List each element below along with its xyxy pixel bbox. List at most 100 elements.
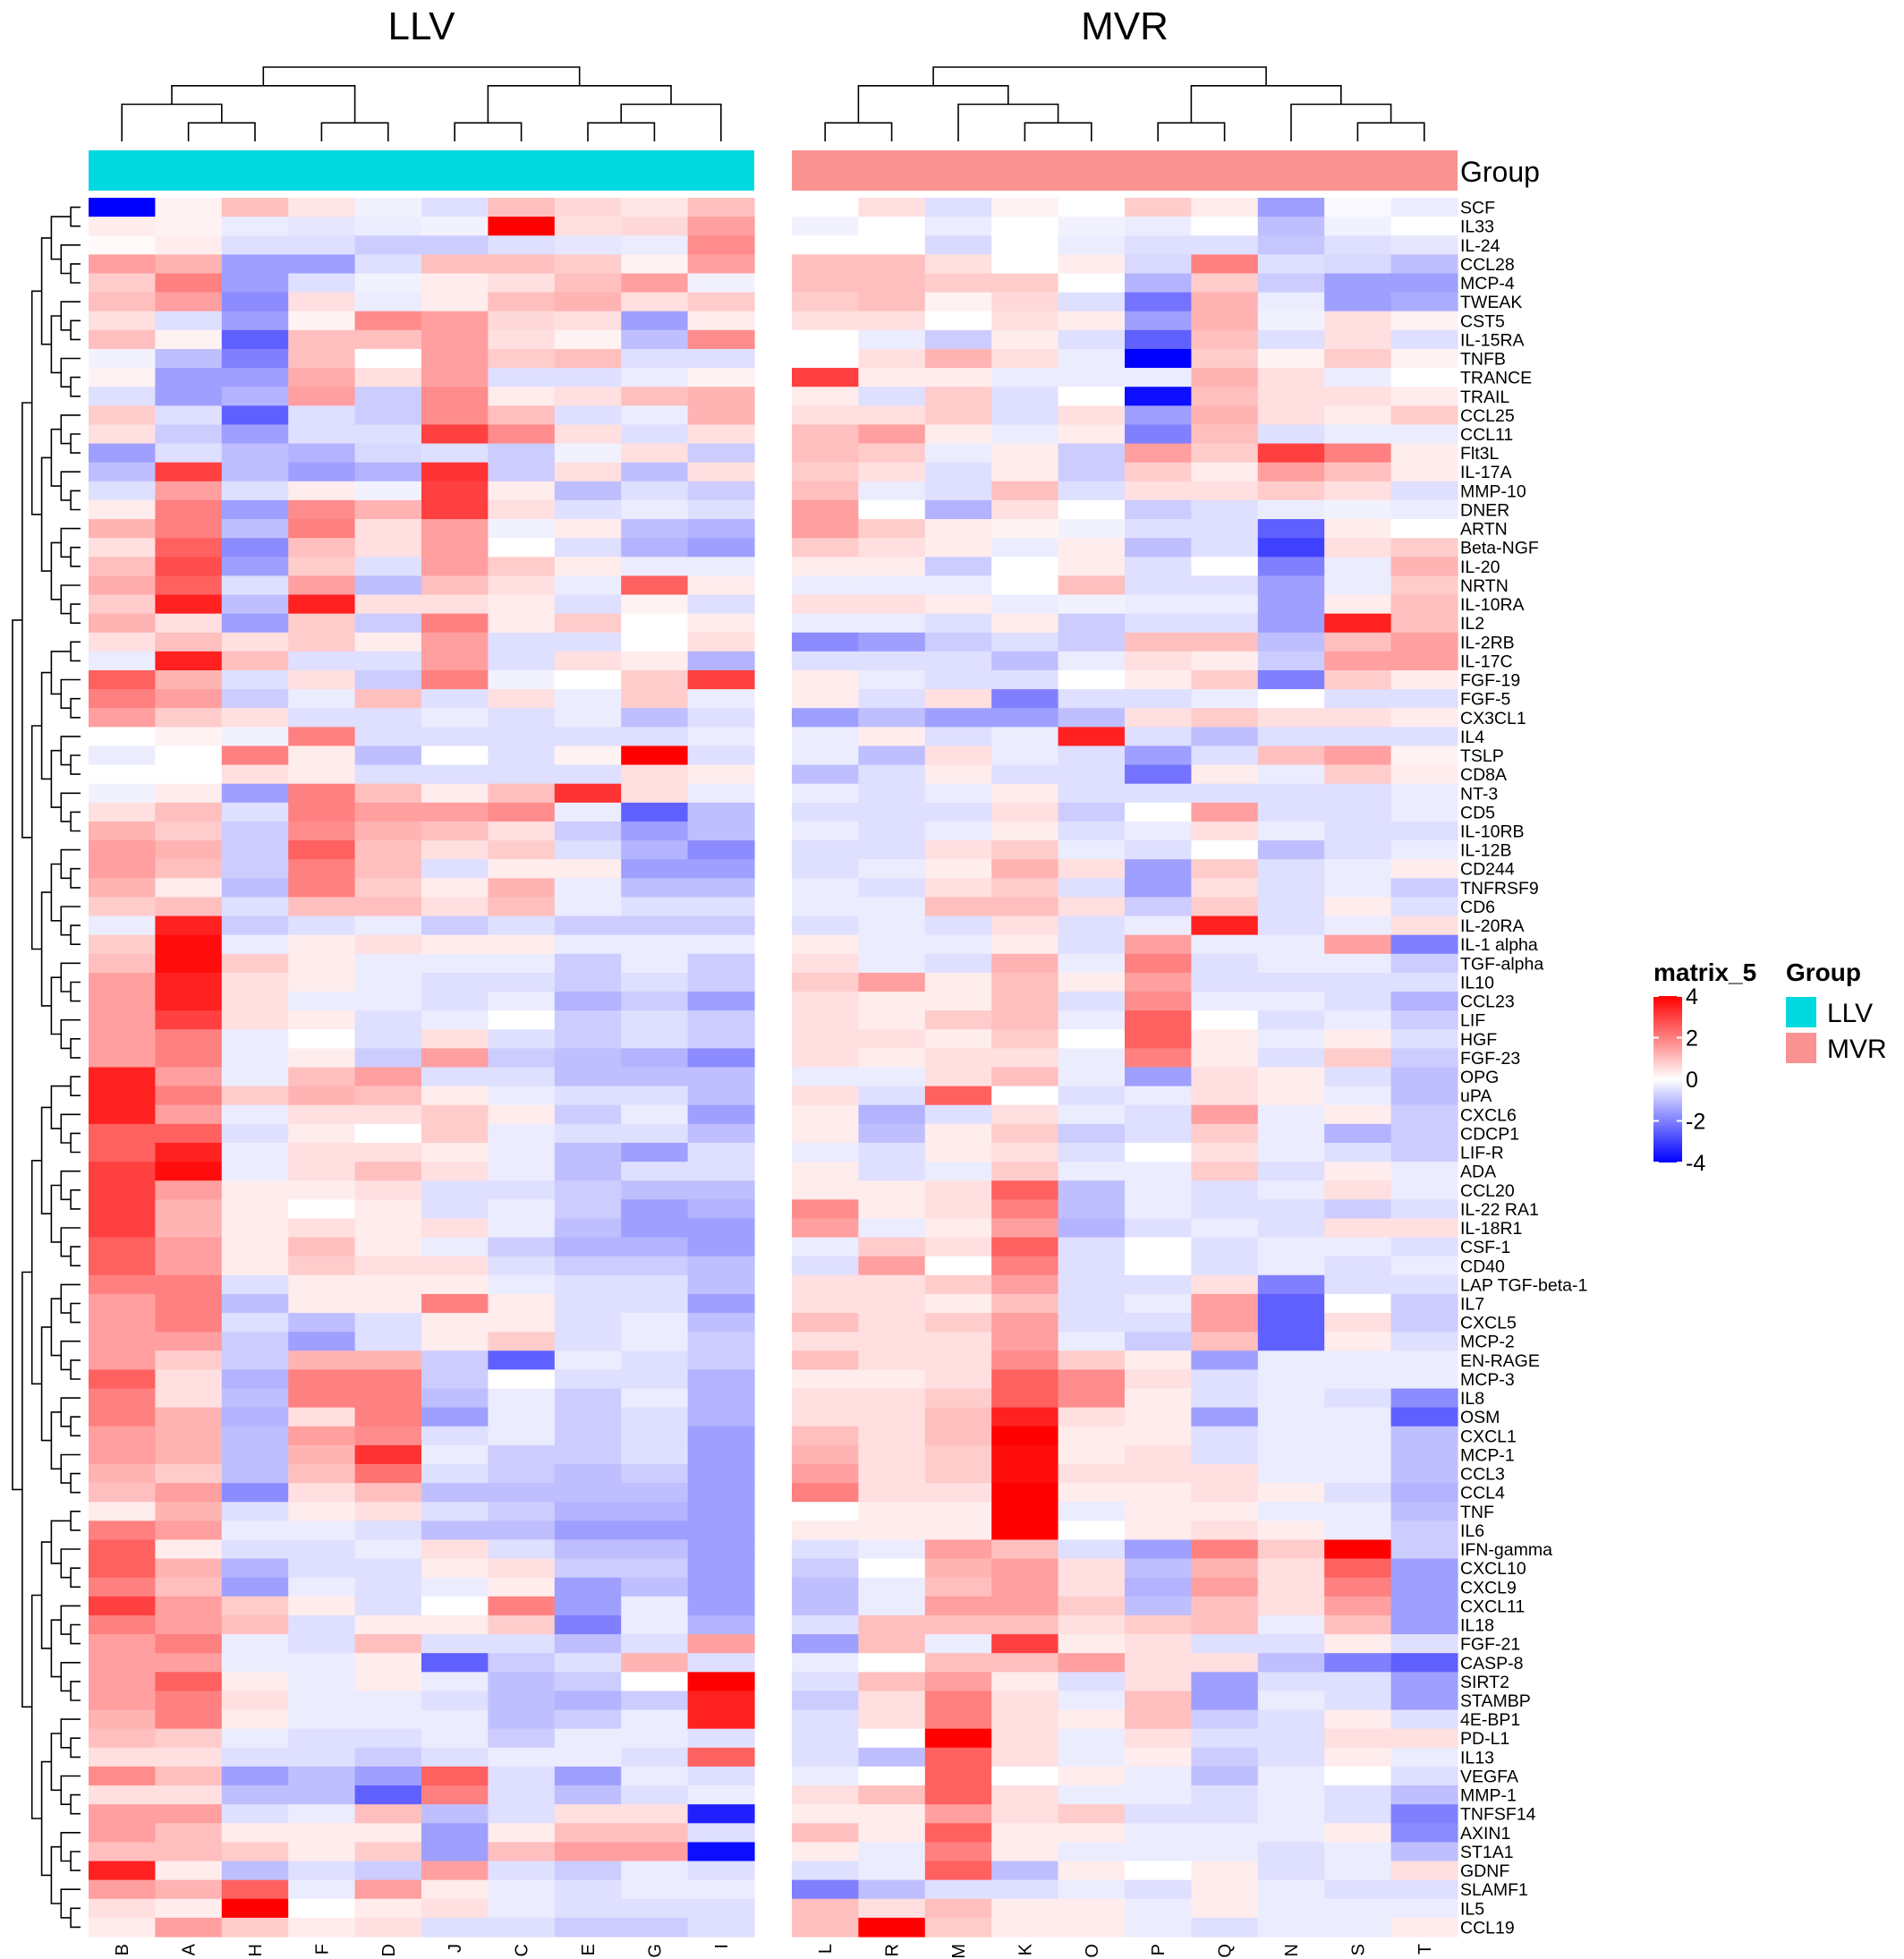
heatmap-cell <box>1058 1691 1126 1711</box>
heatmap-cell <box>924 1614 992 1635</box>
heatmap-cell <box>354 292 422 312</box>
heatmap-cell <box>621 1086 689 1106</box>
heatmap-cell <box>89 708 156 728</box>
heatmap-cell <box>554 443 622 464</box>
heatmap-cell <box>421 1029 489 1049</box>
heatmap-cell <box>554 1086 622 1106</box>
heatmap-cell <box>924 1728 992 1749</box>
heatmap-cell <box>991 1332 1059 1351</box>
heatmap-cell <box>155 1691 223 1711</box>
heatmap-cell <box>288 1313 356 1333</box>
heatmap-cell <box>1324 1804 1392 1824</box>
heatmap-cell <box>288 953 356 974</box>
heatmap-cell <box>288 538 356 558</box>
heatmap-cell <box>155 235 223 255</box>
heatmap-cell <box>1390 1520 1458 1541</box>
heatmap-cell <box>924 1464 992 1484</box>
heatmap-cell <box>687 594 755 615</box>
heatmap-cell <box>1257 1237 1325 1257</box>
row-label: MCP-2 <box>1460 1333 1515 1352</box>
heatmap-cell <box>89 878 156 899</box>
heatmap-cell <box>421 1313 489 1333</box>
row-dendrogram-branch <box>70 376 81 397</box>
heatmap-cell <box>89 1464 156 1484</box>
heatmap-cell <box>924 1823 992 1843</box>
column-label: J <box>446 1944 465 1953</box>
heatmap-cell <box>924 368 992 388</box>
heatmap-cell <box>1191 1142 1259 1163</box>
heatmap-cell <box>155 273 223 294</box>
heatmap-cell <box>858 1293 926 1314</box>
heatmap-cell <box>354 1804 422 1824</box>
heatmap-cell <box>421 387 489 406</box>
heatmap-cell <box>221 613 289 634</box>
heatmap-cell <box>1390 878 1458 899</box>
heatmap-cell <box>621 859 689 879</box>
heatmap-cell <box>792 1502 859 1521</box>
heatmap-cell <box>687 934 755 955</box>
row-dendrogram-branch <box>50 428 62 487</box>
heatmap-cell <box>1191 235 1259 255</box>
heatmap-cell <box>1191 1123 1259 1144</box>
heatmap-cell <box>421 1407 489 1427</box>
heatmap-cell <box>288 1842 356 1862</box>
heatmap-cell <box>792 1672 859 1692</box>
heatmap-cell <box>1058 1672 1126 1692</box>
heatmap-cell <box>1324 783 1392 804</box>
heatmap-cell <box>1257 519 1325 539</box>
heatmap-cell <box>155 594 223 615</box>
row-dendrogram-branch <box>70 697 81 719</box>
row-label: CCL20 <box>1460 1181 1515 1201</box>
heatmap-cell <box>1257 329 1325 350</box>
heatmap-cell <box>89 1444 156 1465</box>
heatmap-cell <box>1125 992 1192 1011</box>
heatmap-cell <box>687 1558 755 1579</box>
heatmap-cell <box>1390 198 1458 217</box>
group-title-llv: LLV <box>387 4 455 48</box>
column-dendrogram-branch <box>932 66 1267 86</box>
row-label: Flt3L <box>1460 444 1500 464</box>
column-dendrogram-branch <box>824 122 893 141</box>
heatmap-cell <box>1324 1483 1392 1503</box>
heatmap-cell <box>155 1010 223 1030</box>
heatmap-cell <box>858 1369 926 1390</box>
heatmap-cell <box>421 878 489 899</box>
heatmap-cell <box>1058 1653 1126 1673</box>
heatmap-cell <box>792 727 859 747</box>
heatmap-cell <box>354 1520 422 1541</box>
heatmap-cell <box>1324 499 1392 520</box>
heatmap-cell <box>991 499 1059 520</box>
heatmap-cell <box>488 443 556 464</box>
heatmap-cell <box>621 311 689 331</box>
heatmap-cell <box>792 669 859 690</box>
heatmap-cell <box>89 217 156 236</box>
heatmap-cell <box>421 1766 489 1786</box>
heatmap-cell <box>1324 1502 1392 1521</box>
heatmap-cell <box>1125 1142 1192 1163</box>
heatmap-cell <box>858 878 926 899</box>
row-label: FGF-23 <box>1460 1049 1520 1069</box>
heatmap-cell <box>1390 443 1458 464</box>
heatmap-cell <box>991 1691 1059 1711</box>
heatmap-cell <box>991 1785 1059 1805</box>
heatmap-cell <box>924 1199 992 1220</box>
heatmap-cell <box>354 1917 422 1938</box>
heatmap-cell <box>1058 1502 1126 1521</box>
heatmap-cell <box>1257 1917 1325 1938</box>
heatmap-cell <box>1324 1104 1392 1125</box>
heatmap-cell <box>221 1029 289 1049</box>
heatmap-cell <box>221 348 289 369</box>
heatmap-cell <box>288 916 356 936</box>
heatmap-cell <box>1125 1237 1192 1257</box>
heatmap-cell <box>1058 481 1126 501</box>
heatmap-cell <box>155 1614 223 1635</box>
heatmap-cell <box>554 1596 622 1616</box>
heatmap-cell <box>1390 1577 1458 1597</box>
heatmap-cell <box>924 651 992 671</box>
heatmap-cell <box>792 1483 859 1503</box>
heatmap-cell <box>1191 1218 1259 1239</box>
heatmap-cell <box>288 443 356 464</box>
heatmap-cell <box>488 311 556 331</box>
heatmap-cell <box>89 1180 156 1200</box>
heatmap-cell <box>288 708 356 728</box>
